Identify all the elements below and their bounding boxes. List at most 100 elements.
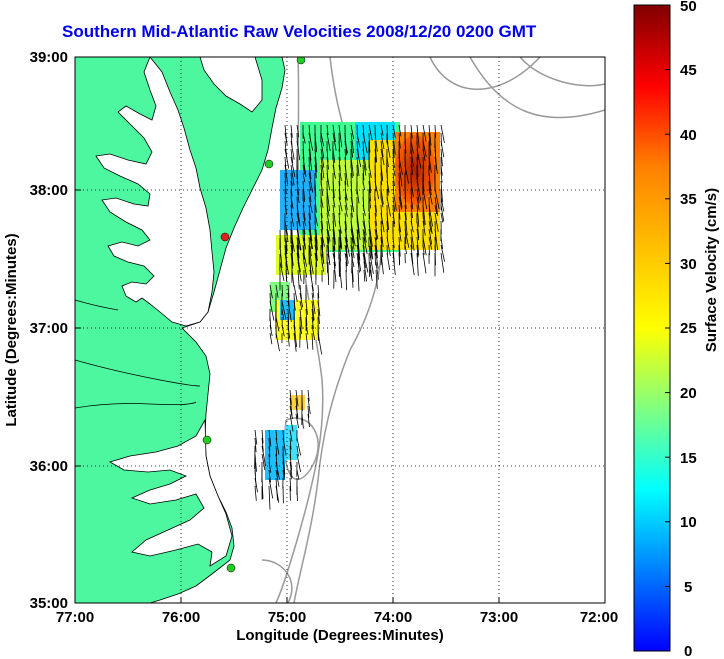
velocity-vector — [302, 132, 306, 144]
velocity-vector — [344, 204, 348, 217]
velocity-vector — [362, 204, 366, 216]
velocity-vector — [351, 245, 355, 259]
velocity-vector — [326, 172, 330, 191]
velocity-vector — [303, 253, 308, 267]
velocity-vector — [269, 332, 273, 345]
velocity-vector — [327, 269, 329, 280]
velocity-vector — [321, 261, 324, 272]
velocity-vector — [282, 461, 286, 478]
velocity-vector — [368, 172, 372, 194]
chesapeake-bay — [95, 57, 215, 327]
velocity-vector — [284, 148, 290, 169]
velocity-vector — [305, 308, 308, 326]
velocity-vector — [307, 405, 310, 418]
velocity-vector — [422, 220, 426, 236]
velocity-vector — [254, 477, 258, 493]
velocity-vectors — [254, 124, 445, 510]
velocity-vector — [392, 124, 396, 138]
velocity-vector — [308, 164, 312, 179]
velocity-vector — [410, 228, 415, 251]
velocity-vector — [428, 228, 433, 245]
velocity-vector — [398, 164, 403, 187]
velocity-vector — [350, 140, 353, 158]
velocity-vector — [311, 300, 315, 321]
velocity-vector — [332, 124, 336, 142]
velocity-vector — [268, 437, 271, 451]
velocity-vector — [369, 245, 373, 259]
velocity-vector — [386, 220, 388, 233]
velocity-vector — [302, 196, 305, 208]
velocity-vector — [268, 445, 271, 458]
velocity-vector — [296, 172, 299, 184]
velocity-vector — [380, 212, 385, 233]
velocity-vector — [350, 196, 355, 213]
y-tick-label: 39:00 — [30, 49, 68, 66]
velocity-vector — [380, 140, 384, 158]
velocity-vector — [440, 148, 443, 167]
velocity-vector — [374, 132, 378, 152]
velocity-vector — [434, 196, 439, 216]
velocity-vector — [428, 212, 433, 234]
velocity-vector — [308, 140, 312, 161]
velocity-vector — [261, 445, 266, 467]
velocity-vector — [302, 172, 306, 183]
velocity-vector — [309, 253, 314, 274]
velocity-vector — [308, 228, 313, 250]
velocity-vector — [440, 140, 445, 158]
velocity-vector — [305, 332, 309, 350]
velocity-vector — [299, 284, 302, 300]
velocity-vector — [356, 132, 361, 148]
velocity-vector — [326, 252, 328, 273]
velocity-vector — [332, 204, 336, 227]
velocity-vector — [398, 156, 403, 175]
velocity-vector — [375, 229, 379, 240]
velocity-vector — [291, 237, 295, 252]
velocity-vector — [375, 245, 378, 259]
velocity-vector — [285, 269, 287, 282]
velocity-vector — [344, 140, 348, 154]
velocity-vector — [326, 148, 329, 163]
velocity-vector — [356, 156, 360, 177]
velocity-vector — [290, 124, 293, 138]
velocity-vector — [434, 124, 437, 138]
y-tick-label: 38:00 — [30, 182, 68, 199]
velocity-vector — [345, 237, 350, 257]
velocity-vector — [428, 172, 432, 196]
velocity-vector — [279, 245, 283, 268]
velocity-vector — [374, 148, 377, 163]
velocity-vector — [410, 148, 414, 167]
velocity-vector — [320, 196, 324, 208]
velocity-vector — [380, 132, 385, 150]
velocity-vector — [386, 252, 391, 271]
velocity-vector — [362, 164, 365, 181]
velocity-vector — [315, 253, 318, 268]
velocity-vector — [339, 229, 343, 250]
velocity-vector — [289, 397, 293, 416]
velocity-vector — [356, 188, 360, 204]
velocity-vector — [368, 164, 372, 179]
velocity-vector — [422, 156, 424, 169]
velocity-vector — [357, 261, 360, 273]
velocity-vector — [338, 196, 343, 212]
velocity-vector — [289, 429, 293, 442]
velocity-vector — [398, 236, 401, 257]
velocity-vector — [357, 237, 361, 261]
velocity-vector — [416, 244, 419, 258]
velocity-vector — [311, 332, 314, 350]
velocity-vector — [362, 132, 368, 154]
velocity-vector — [428, 236, 433, 250]
velocity-vector — [297, 261, 302, 282]
velocity-vector — [392, 140, 395, 158]
velocity-vector — [440, 172, 443, 183]
velocity-vector — [284, 204, 287, 215]
velocity-vector — [326, 188, 330, 212]
colorbar-tick: 5 — [684, 579, 692, 596]
velocity-vector — [275, 284, 279, 298]
velocity-vector — [380, 188, 384, 205]
y-tick-label: 36:00 — [30, 458, 68, 475]
velocity-vector — [344, 196, 348, 210]
velocity-vector — [416, 124, 420, 148]
velocity-vector — [326, 124, 329, 135]
velocity-vector — [326, 212, 331, 231]
velocity-vector — [362, 180, 365, 191]
